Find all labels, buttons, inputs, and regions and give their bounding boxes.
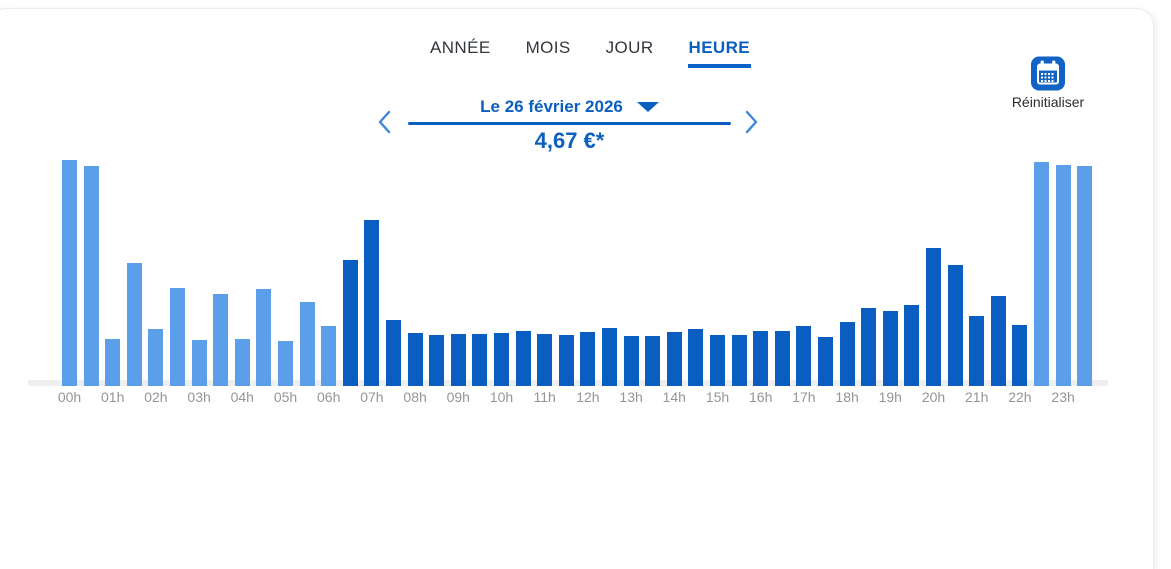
x-tick-label: 17h — [792, 389, 816, 405]
x-tick-label: 10h — [489, 389, 514, 405]
bar-13h-30[interactable] — [645, 336, 661, 386]
x-tick-label: 05h — [273, 389, 298, 405]
bar-12h-30[interactable] — [602, 328, 617, 386]
bar-07h-30[interactable] — [386, 320, 401, 386]
bar-13h-00[interactable] — [623, 336, 639, 386]
bar-03h-00[interactable] — [191, 340, 207, 386]
total-price: 4,67 €* — [534, 128, 605, 153]
bar-18h-00[interactable] — [839, 322, 855, 386]
x-tick-label: 16h — [749, 389, 773, 405]
bar-15h-00[interactable] — [710, 335, 725, 386]
bar-12h-00[interactable] — [580, 332, 596, 386]
x-tick-label: 20h — [921, 389, 946, 405]
x-tick-label: 09h — [446, 389, 470, 405]
x-tick-label: 08h — [403, 389, 427, 405]
tab-heure[interactable]: HEURE — [687, 38, 752, 68]
bar-06h-30[interactable] — [342, 260, 358, 386]
bar-02h-00[interactable] — [148, 329, 164, 386]
tab-jour[interactable]: JOUR — [605, 38, 654, 57]
bar-22h-00[interactable] — [1012, 325, 1028, 386]
chevron-right-icon — [745, 110, 758, 134]
period-tabs: ANNÉE MOIS JOUR HEURE — [429, 38, 752, 68]
bar-05h-30[interactable] — [299, 302, 315, 386]
selected-date-label: Le 26 février 2026 — [480, 97, 623, 116]
x-tick-label: 03h — [187, 389, 211, 405]
reset-button[interactable]: Réinitialiser — [1003, 56, 1093, 110]
chevron-left-icon — [378, 110, 391, 134]
x-tick-label: 22h — [1008, 389, 1032, 405]
bar-04h-00[interactable] — [234, 339, 250, 386]
bar-22h-30[interactable] — [1034, 162, 1049, 386]
x-tick-label: 07h — [360, 389, 384, 405]
bar-00h-30[interactable] — [83, 166, 99, 386]
bar-04h-30[interactable] — [256, 289, 272, 386]
bar-23h-30[interactable] — [1077, 166, 1093, 386]
bar-21h-30[interactable] — [990, 296, 1006, 386]
bar-09h-00[interactable] — [450, 334, 466, 386]
bar-11h-00[interactable] — [537, 334, 553, 386]
x-tick-label: 15h — [705, 389, 730, 405]
bar-11h-30[interactable] — [558, 335, 574, 386]
date-underline — [408, 122, 731, 125]
bar-05h-00[interactable] — [278, 341, 293, 386]
tab-mois[interactable]: MOIS — [525, 38, 571, 57]
bar-06h-00[interactable] — [321, 326, 337, 386]
x-tick-label: 06h — [317, 389, 341, 405]
bar-03h-30[interactable] — [213, 294, 229, 386]
prev-date-button[interactable] — [376, 110, 392, 134]
tab-annee[interactable]: ANNÉE — [430, 38, 491, 57]
bar-19h-00[interactable] — [882, 311, 898, 386]
x-tick-label: 12h — [576, 389, 600, 405]
bar-14h-30[interactable] — [688, 329, 704, 386]
x-tick-label: 14h — [662, 389, 686, 405]
reset-button-label: Réinitialiser — [1011, 94, 1085, 110]
x-tick-label: 02h — [144, 389, 168, 405]
bar-23h-00[interactable] — [1055, 165, 1071, 386]
x-tick-label: 04h — [230, 389, 254, 405]
bar-09h-30[interactable] — [472, 334, 488, 386]
bar-21h-00[interactable] — [969, 316, 985, 386]
x-tick-label: 19h — [878, 389, 902, 405]
bar-17h-30[interactable] — [818, 337, 833, 386]
x-tick-label: 13h — [619, 389, 643, 405]
x-tick-label: 00h — [57, 389, 82, 405]
bar-16h-00[interactable] — [753, 331, 769, 386]
bar-07h-00[interactable] — [364, 220, 380, 386]
bar-14h-00[interactable] — [666, 332, 682, 386]
bar-10h-30[interactable] — [515, 331, 531, 386]
bar-19h-30[interactable] — [904, 305, 920, 386]
x-tick-label: 01h — [101, 389, 125, 405]
bar-10h-00[interactable] — [494, 333, 509, 386]
bar-00h-00[interactable] — [62, 160, 77, 386]
x-tick-label: 11h — [533, 389, 556, 405]
x-tick-label: 23h — [1051, 389, 1075, 405]
x-tick-label: 21h — [965, 389, 989, 405]
bar-16h-30[interactable] — [774, 331, 790, 386]
calendar-icon — [1031, 56, 1065, 91]
bar-02h-30[interactable] — [170, 288, 185, 386]
bar-18h-30[interactable] — [861, 308, 877, 386]
bar-01h-30[interactable] — [126, 263, 142, 386]
bar-01h-00[interactable] — [105, 339, 121, 386]
next-date-button[interactable] — [744, 110, 760, 134]
bar-20h-30[interactable] — [947, 265, 963, 386]
bar-08h-30[interactable] — [429, 335, 445, 386]
bar-17h-00[interactable] — [796, 326, 812, 386]
bar-08h-00[interactable] — [407, 333, 423, 386]
bar-15h-30[interactable] — [731, 335, 747, 386]
date-dropdown[interactable]: Le 26 février 2026 — [408, 95, 731, 119]
bar-20h-00[interactable] — [926, 248, 941, 386]
caret-down-icon — [636, 101, 659, 112]
x-tick-label: 18h — [835, 389, 859, 405]
